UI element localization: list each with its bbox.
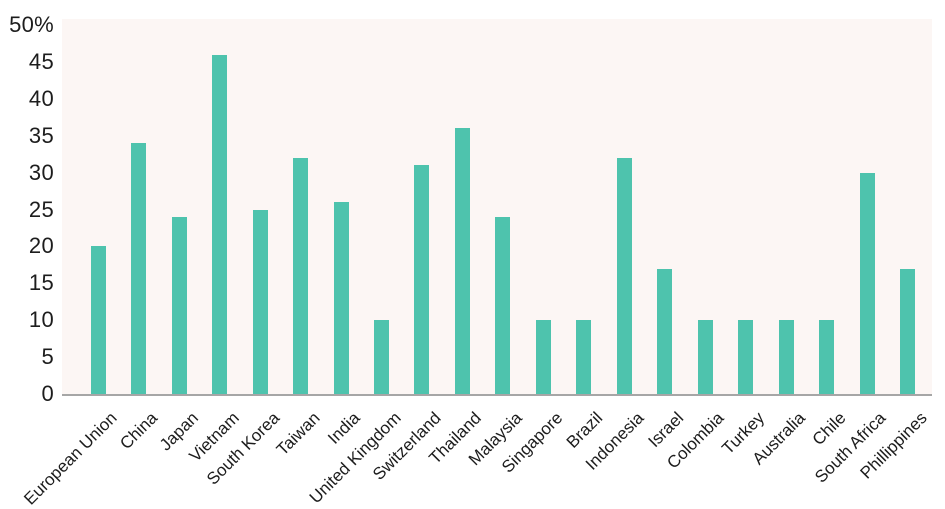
x-slot: Indonesia — [581, 396, 647, 492]
x-slot: China — [116, 396, 162, 492]
x-tick-label: China — [116, 408, 162, 454]
bar-slot — [361, 19, 401, 394]
bar-slot — [240, 19, 280, 394]
bar-european-union — [90, 246, 106, 394]
bar-slot — [402, 19, 442, 394]
bar-slot — [685, 19, 725, 394]
bar-slot — [442, 19, 482, 394]
bar-slot — [564, 19, 604, 394]
y-tick-label: 0 — [41, 381, 54, 406]
bar-switzerland — [414, 165, 430, 394]
y-tick-label: 15 — [28, 270, 54, 296]
bar-singapore — [535, 320, 551, 394]
x-slot: Singapore — [498, 396, 566, 492]
y-tick-label: 35 — [28, 122, 54, 148]
bar-australia — [778, 320, 794, 394]
bar-brazil — [576, 320, 592, 394]
y-tick-label: 25 — [28, 196, 54, 222]
bar-chile — [819, 320, 835, 394]
bar-slot — [199, 19, 239, 394]
bar-turkey — [738, 320, 754, 394]
bar-israel — [657, 268, 673, 394]
bar-india — [333, 202, 349, 394]
bar-slot — [321, 19, 361, 394]
x-tick-label: Taiwan — [272, 408, 324, 460]
y-tick-label: 30 — [28, 159, 54, 185]
bar-indonesia — [616, 157, 632, 394]
bar-vietnam — [212, 54, 228, 394]
bar-south-korea — [252, 209, 268, 394]
bar-malaysia — [495, 216, 511, 394]
bar-slot — [280, 19, 320, 394]
chart-body: 0 5 10 15 20 25 30 35 40 45 50% — [0, 14, 932, 405]
bar-slot — [645, 19, 685, 394]
bar-slot — [887, 19, 927, 394]
bar-slot — [847, 19, 887, 394]
x-slot: European Union — [21, 396, 121, 508]
bar-japan — [171, 216, 187, 394]
bar-slot — [483, 19, 523, 394]
x-slot: Phillippines — [856, 396, 930, 492]
x-tick-label: European Union — [20, 408, 121, 509]
bar-slot — [159, 19, 199, 394]
bar-phillippines — [900, 268, 916, 394]
bar-slot — [726, 19, 766, 394]
bar-slot — [766, 19, 806, 394]
plot-area — [62, 19, 932, 396]
bar-slot — [604, 19, 644, 394]
bar-slot — [78, 19, 118, 394]
y-axis: 0 5 10 15 20 25 30 35 40 45 50% — [0, 14, 62, 405]
bar-chart-figure: 0 5 10 15 20 25 30 35 40 45 50% European Union Chin… — [0, 13, 932, 509]
bar-taiwan — [293, 157, 309, 394]
y-tick-label: 45 — [28, 48, 54, 74]
y-tick-label: 50% — [9, 12, 54, 37]
y-tick-label: 5 — [41, 344, 54, 370]
bar-slot — [806, 19, 846, 394]
x-slot: Australia — [749, 396, 809, 492]
bar-thailand — [454, 128, 470, 394]
bars-container — [62, 19, 932, 394]
bar-south-africa — [859, 172, 875, 394]
bar-china — [131, 143, 147, 394]
bar-colombia — [697, 320, 713, 394]
bar-slot — [118, 19, 158, 394]
bar-slot — [523, 19, 563, 394]
y-tick-label: 40 — [28, 85, 54, 111]
x-slot: Taiwan — [272, 396, 323, 492]
y-tick-label: 10 — [28, 307, 54, 333]
x-axis: European Union China Japan Vietnam South Kor… — [21, 396, 932, 508]
y-tick-label: 20 — [28, 233, 54, 259]
bar-united-kingdom — [374, 320, 390, 394]
